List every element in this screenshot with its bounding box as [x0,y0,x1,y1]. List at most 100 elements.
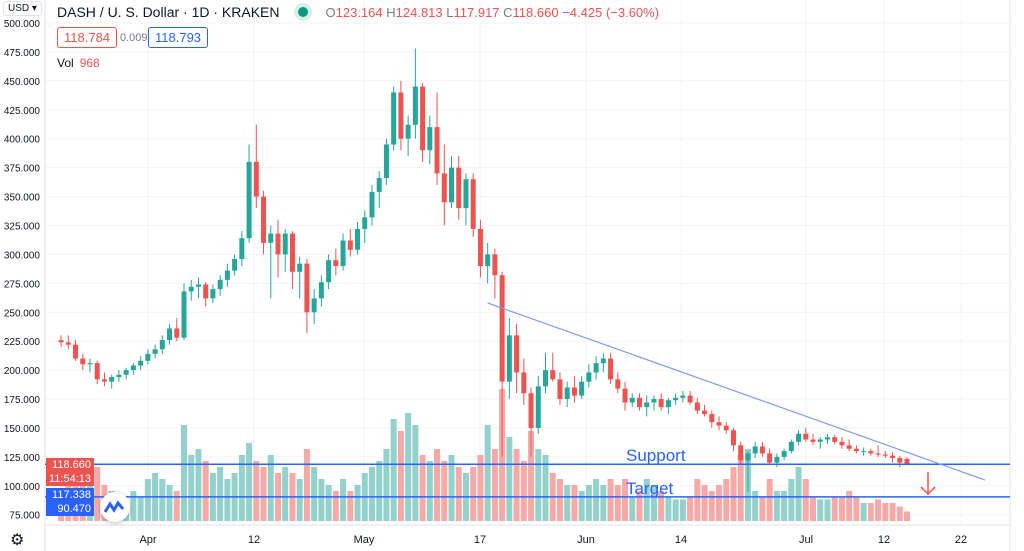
candle-body [492,254,498,276]
volume-bar [419,455,426,521]
volume-bar [694,479,701,521]
volume-bar [173,491,180,521]
candle [224,263,230,287]
candle-body [449,167,455,203]
candle [101,372,107,387]
volume-bar [810,497,817,521]
candle-body [405,124,411,139]
volume-bar [137,497,144,521]
candle [420,83,426,162]
candle [593,356,599,380]
y-tick-label: 475.000 [4,48,41,59]
volume-bar [730,467,737,521]
volume-bar [665,497,672,521]
volume-bar [528,431,535,521]
candle [832,434,838,445]
volume-bar [846,491,853,521]
volume-bar [347,491,354,521]
target-annotation[interactable]: Target [626,479,674,498]
candle [752,441,758,459]
candle-body [80,358,86,365]
sell-button[interactable]: 118.784 [57,27,118,48]
x-tick-label: 22 [955,534,967,546]
volume-bar [585,485,592,521]
candle-body [398,92,404,139]
volume-bar [535,449,542,521]
volume-bar [455,467,462,521]
support-annotation[interactable]: Support [626,446,686,465]
candle-body [326,260,332,283]
tradingview-logo[interactable] [100,492,130,522]
volume-bar [752,491,759,521]
volume-bar [643,479,650,521]
candle-body [564,387,570,400]
y-tick-label: 275.000 [4,279,41,290]
buy-button[interactable]: 118.793 [148,27,209,48]
candle [579,375,585,400]
candle [355,222,361,255]
candle-body [521,372,527,394]
volume-bar [390,419,397,521]
volume-bar [824,499,831,521]
candle-body [615,379,621,389]
candle [730,427,736,452]
candle-body [87,363,93,365]
volume-bar [282,467,289,521]
volume-bar [853,497,860,521]
candle-body [716,422,722,426]
volume-bar [484,425,491,521]
volume-bar [368,467,375,521]
candle [702,404,708,417]
candle [87,358,93,373]
candle-body [680,395,686,398]
volume-bar [831,497,838,521]
candle [376,171,382,209]
y-tick-label: 225.000 [4,337,41,348]
candle-body [210,289,216,299]
candle-body [644,402,650,408]
countdown-label: 11:54:13 [46,472,94,486]
candle [268,225,274,299]
candle [109,374,115,389]
x-tick-label: 12 [878,534,890,546]
candle [622,381,628,411]
volume-bar [838,497,845,521]
volume-bar [593,479,600,521]
candle [506,318,512,400]
volume-bar [246,443,253,521]
candle [456,156,462,220]
volume-bar [860,503,867,521]
candle [514,323,520,394]
candle-body [347,240,353,250]
candle [282,228,288,272]
candle-body [788,441,794,452]
volume-bar [795,467,802,521]
candle [405,115,411,157]
x-tick-label: Jun [577,534,595,546]
candle [326,254,332,290]
y-tick-label: 125.000 [4,453,41,464]
y-tick-label: 375.000 [4,164,41,175]
settings-gear-icon[interactable]: ⚙ [10,532,25,549]
candle-body [651,399,657,403]
volume-bar [506,437,513,521]
candle [629,393,635,408]
candle-body [665,400,671,408]
x-tick-label: 14 [675,534,687,546]
candle-body [528,393,534,428]
volume-bar [672,499,679,521]
candle [528,387,534,457]
candle-body [224,270,230,280]
candle-body [723,425,729,431]
currency-selector[interactable]: USD ▾ [3,1,42,16]
candle [535,375,541,434]
candle-body [65,342,71,345]
volume-bar [773,491,780,521]
spread-value: 0.009 [120,32,148,44]
candle-body [514,335,520,373]
volume-bar [426,461,433,521]
volume-bar [882,503,889,521]
last-price-label: 118.660 [46,458,94,472]
